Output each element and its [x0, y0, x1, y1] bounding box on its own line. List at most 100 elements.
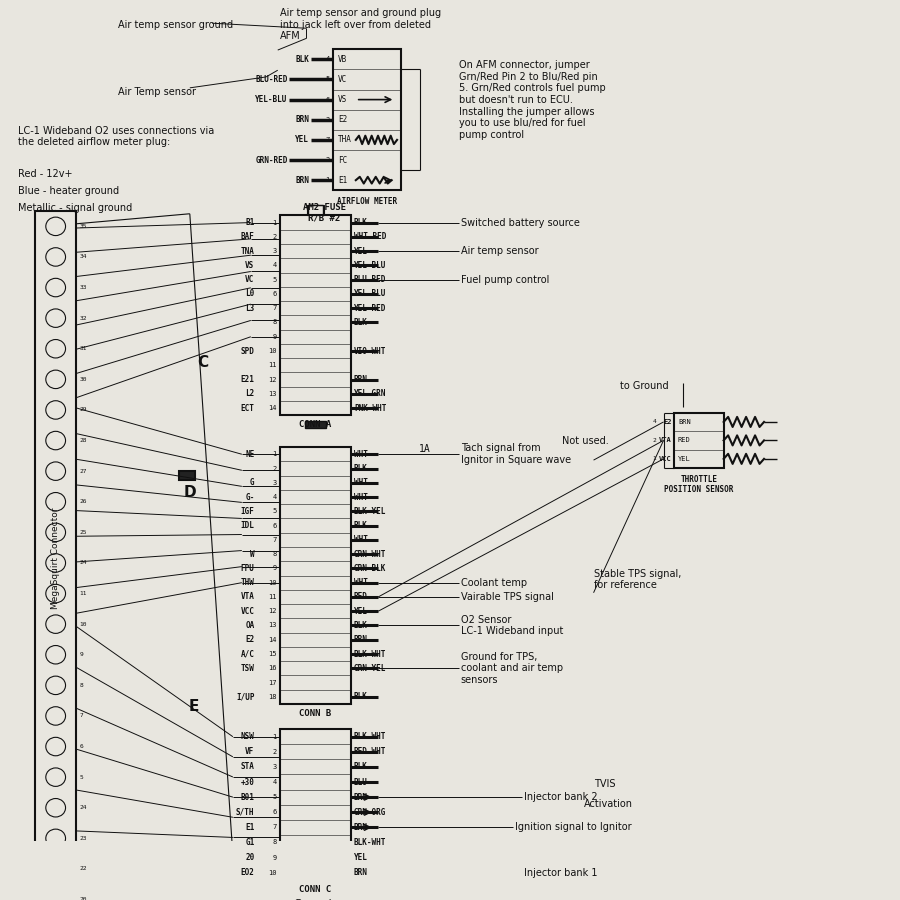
Text: Air temp sensor ground: Air temp sensor ground: [118, 20, 233, 30]
Text: STA: STA: [240, 762, 255, 771]
Text: 4: 4: [273, 779, 277, 785]
Text: NSW: NSW: [240, 733, 255, 742]
Text: 14: 14: [268, 405, 277, 411]
Text: BLK: BLK: [354, 218, 368, 227]
Text: 2: 2: [652, 438, 656, 443]
Text: +30: +30: [240, 778, 255, 787]
Text: G: G: [250, 478, 255, 487]
Text: BLK-YEL: BLK-YEL: [354, 507, 386, 516]
Text: 34: 34: [79, 255, 87, 259]
Text: 4: 4: [273, 494, 277, 500]
Bar: [179, 472, 195, 480]
Text: 25: 25: [79, 530, 87, 535]
Text: BLU-RED: BLU-RED: [256, 75, 288, 84]
Text: Injector bank 2: Injector bank 2: [524, 792, 598, 802]
Text: 9: 9: [79, 652, 83, 657]
Text: BRN: BRN: [354, 868, 368, 878]
Text: BRN: BRN: [354, 793, 368, 802]
Text: 11: 11: [268, 594, 277, 600]
Text: 10: 10: [79, 622, 87, 626]
Text: 4: 4: [273, 263, 277, 268]
Text: Air temp sensor: Air temp sensor: [461, 246, 538, 256]
Text: 28: 28: [79, 438, 87, 443]
Text: BLK: BLK: [354, 621, 368, 630]
Text: 35: 35: [79, 224, 87, 229]
Text: VF: VF: [245, 747, 255, 756]
Text: BLK: BLK: [354, 521, 368, 530]
Text: VIO-WHT: VIO-WHT: [354, 346, 386, 356]
Text: 13: 13: [268, 623, 277, 628]
Text: 24: 24: [79, 561, 87, 565]
Bar: [280, 215, 351, 415]
Text: BLK-WHT: BLK-WHT: [354, 733, 386, 742]
Text: 8: 8: [273, 551, 277, 557]
Text: 11: 11: [268, 363, 277, 368]
Text: Grounds: Grounds: [293, 899, 338, 900]
Text: 8: 8: [273, 320, 277, 326]
Text: VCC: VCC: [240, 607, 255, 616]
Text: G-: G-: [245, 492, 255, 501]
Text: BLK: BLK: [354, 762, 368, 771]
Text: SPD: SPD: [240, 346, 255, 356]
Text: CONN B: CONN B: [300, 709, 331, 718]
Text: 1: 1: [273, 734, 277, 740]
Text: 10: 10: [268, 348, 277, 354]
Text: THROTTLE
POSITION SENSOR: THROTTLE POSITION SENSOR: [664, 475, 734, 494]
Text: YEL-RED: YEL-RED: [354, 303, 386, 312]
Text: 1: 1: [326, 177, 329, 184]
Text: B1: B1: [245, 218, 255, 227]
Bar: [307, 204, 324, 215]
Text: 10: 10: [268, 869, 277, 876]
Text: 9: 9: [273, 855, 277, 860]
Text: 1: 1: [273, 220, 277, 226]
Text: 6: 6: [326, 96, 329, 103]
Text: Not used.: Not used.: [562, 436, 609, 446]
Text: 11: 11: [79, 591, 87, 596]
Text: BLK: BLK: [354, 464, 368, 473]
Text: 3: 3: [326, 117, 329, 122]
Text: 5: 5: [273, 794, 277, 800]
Text: RED: RED: [354, 592, 368, 601]
Text: to Ground: to Ground: [620, 381, 669, 391]
Text: E2: E2: [663, 418, 671, 425]
Text: O2 Sensor
LC-1 Wideband input: O2 Sensor LC-1 Wideband input: [461, 615, 563, 636]
Text: 6: 6: [273, 523, 277, 528]
Text: 5: 5: [273, 276, 277, 283]
Text: TVIS: TVIS: [594, 778, 615, 788]
Text: YEL-BLU: YEL-BLU: [354, 290, 386, 299]
Text: VTA: VTA: [659, 437, 671, 444]
Text: 7: 7: [79, 714, 83, 718]
Text: YEL-BLU: YEL-BLU: [354, 261, 386, 270]
Text: W: W: [250, 550, 255, 559]
Text: GRN-YEL: GRN-YEL: [354, 664, 386, 673]
Text: WHT: WHT: [354, 536, 368, 544]
Bar: [280, 447, 351, 704]
Text: G1: G1: [245, 838, 255, 847]
Text: Blue - heater ground: Blue - heater ground: [17, 186, 119, 196]
Text: VCC: VCC: [659, 456, 671, 462]
Text: GRN-ORG: GRN-ORG: [354, 808, 386, 817]
Text: BRN: BRN: [295, 176, 309, 184]
Text: GRN-WHT: GRN-WHT: [354, 550, 386, 559]
Text: VB: VB: [338, 55, 347, 64]
Text: 5: 5: [326, 76, 329, 83]
Text: 7: 7: [326, 137, 329, 143]
Text: E21: E21: [240, 375, 255, 384]
Text: YEL: YEL: [678, 456, 690, 462]
Text: 20: 20: [245, 853, 255, 862]
Text: E1: E1: [338, 176, 347, 184]
Text: WHT: WHT: [354, 478, 368, 487]
Text: BLU-RED: BLU-RED: [354, 275, 386, 284]
Text: Ground for TPS,
coolant and air temp
sensors: Ground for TPS, coolant and air temp sen…: [461, 652, 562, 685]
Text: BLK: BLK: [295, 55, 309, 64]
Text: THA: THA: [338, 135, 352, 144]
Text: L0: L0: [245, 290, 255, 299]
Text: RED: RED: [678, 437, 690, 444]
Text: 3: 3: [273, 764, 277, 770]
Text: E1: E1: [245, 823, 255, 832]
Text: 1: 1: [273, 451, 277, 457]
Text: BLK: BLK: [354, 692, 368, 701]
Text: 6: 6: [273, 809, 277, 815]
Text: EO2: EO2: [240, 868, 255, 878]
Text: 12: 12: [268, 376, 277, 382]
